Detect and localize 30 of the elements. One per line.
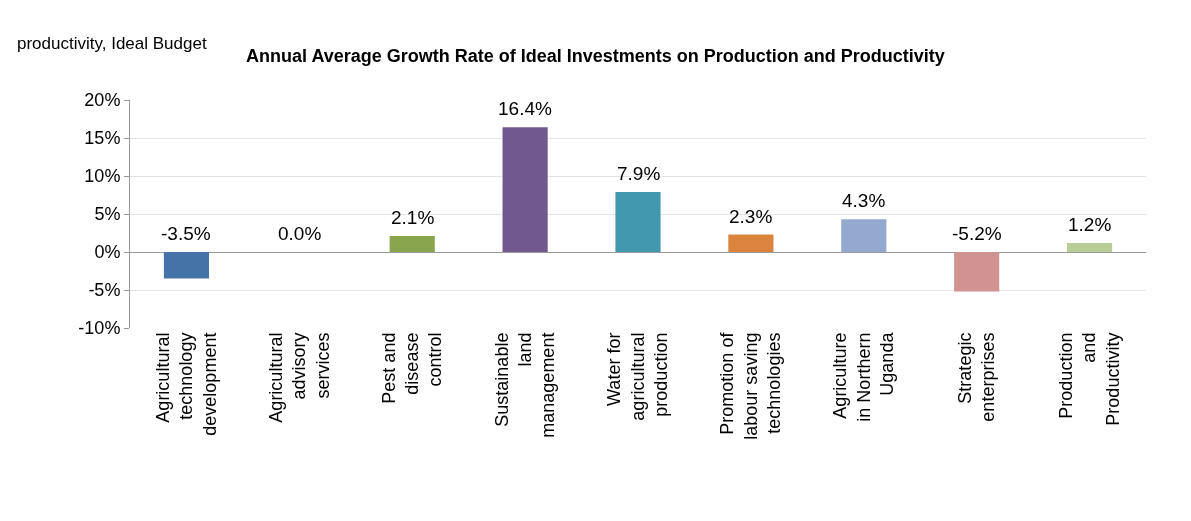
bar xyxy=(841,219,887,252)
x-tick-label: Pest and disease control xyxy=(378,332,446,404)
y-tick-label: 5% xyxy=(94,204,121,225)
bar xyxy=(1066,242,1113,252)
x-tick-label: Agricultural technology development xyxy=(152,332,220,436)
data-label: 2.1% xyxy=(391,207,435,228)
data-label: 7.9% xyxy=(617,163,661,184)
bar xyxy=(502,127,548,252)
data-label: 1.2% xyxy=(1068,214,1112,235)
data-label: -5.2% xyxy=(952,223,1002,244)
chart-title: Annual Average Growth Rate of Ideal Investments on Production and Productivity xyxy=(246,46,945,67)
y-tick-label: 20% xyxy=(84,90,121,111)
data-label: 0.0% xyxy=(278,223,322,244)
y-tick-label: 15% xyxy=(84,128,121,149)
data-label: 16.4% xyxy=(498,98,552,119)
data-label: 2.3% xyxy=(729,206,773,227)
bar xyxy=(728,234,774,252)
bar xyxy=(954,252,1000,292)
y-tick-label: 0% xyxy=(94,242,121,263)
data-label: 4.3% xyxy=(842,190,886,211)
data-label: -3.5% xyxy=(161,223,211,244)
text: productivity, Ideal Budget xyxy=(17,34,207,53)
y-tick-label: 10% xyxy=(84,166,121,187)
bar xyxy=(163,252,210,279)
y-tick-label: -10% xyxy=(78,318,121,339)
bar xyxy=(389,236,435,252)
bar xyxy=(615,191,661,252)
x-tick-label: Strategic enterprises xyxy=(954,332,999,422)
y-tick-label: -5% xyxy=(88,280,121,301)
x-tick-label: Agriculture in Northern Uganda xyxy=(830,331,898,422)
